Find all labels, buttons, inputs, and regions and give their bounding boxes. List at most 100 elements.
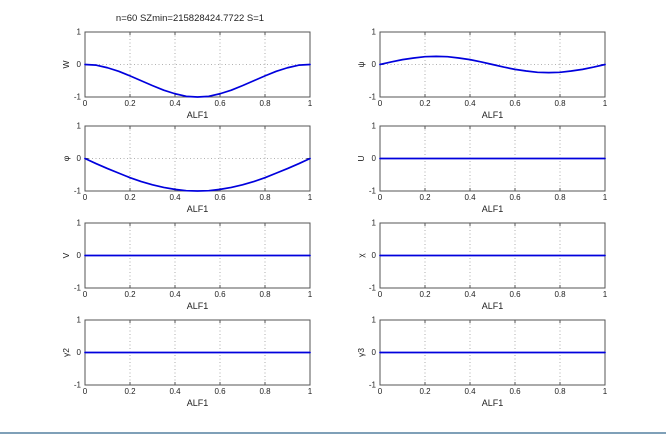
x-axis-label: ALF1 xyxy=(482,110,504,120)
x-tick-label: 0.2 xyxy=(124,387,136,396)
subplot-phi: 0 0.2 0.4 0.6 0.8 1 1 0 -1 φ ALF1 xyxy=(55,120,325,216)
subplot-u: 0 0.2 0.4 0.6 0.8 1 1 0 -1 U ALF1 xyxy=(350,120,620,216)
x-tick-label: 1 xyxy=(603,193,608,202)
y-axis-label: V xyxy=(61,252,71,258)
y-axis-label: χ xyxy=(356,253,366,258)
y-tick-label: 0 xyxy=(372,251,377,260)
data-line xyxy=(84,63,311,98)
y-tick-label: -1 xyxy=(74,284,82,293)
y-axis-label: γ2 xyxy=(61,348,71,357)
x-tick-label: 0.8 xyxy=(554,193,566,202)
x-tick-label: 0.4 xyxy=(464,193,476,202)
x-tick-label: 0.8 xyxy=(554,387,566,396)
y-tick-label: -1 xyxy=(369,284,377,293)
y-axis-label: ψ xyxy=(356,61,366,67)
x-tick-label: 0.8 xyxy=(554,99,566,108)
y-tick-label: 1 xyxy=(77,122,82,131)
x-tick-label: 0.4 xyxy=(169,290,181,299)
x-tick-label: 0.6 xyxy=(214,290,226,299)
x-tick-label: 0.8 xyxy=(259,99,271,108)
x-tick-label: 1 xyxy=(603,387,608,396)
x-axis-label: ALF1 xyxy=(482,398,504,408)
x-tick-label: 1 xyxy=(308,99,313,108)
x-tick-label: 0.8 xyxy=(259,387,271,396)
x-tick-label: 0.4 xyxy=(169,193,181,202)
x-axis-label: ALF1 xyxy=(187,301,209,311)
y-tick-label: 0 xyxy=(77,154,82,163)
x-tick-label: 0.4 xyxy=(169,99,181,108)
x-tick-label: 0 xyxy=(83,290,88,299)
x-tick-label: 0.2 xyxy=(419,290,431,299)
y-tick-label: -1 xyxy=(74,93,82,102)
x-tick-label: 0.6 xyxy=(509,290,521,299)
x-tick-label: 0.2 xyxy=(419,99,431,108)
x-tick-label: 0.6 xyxy=(214,387,226,396)
x-axis-label: ALF1 xyxy=(482,204,504,214)
y-tick-label: 0 xyxy=(77,348,82,357)
x-tick-label: 0.8 xyxy=(554,290,566,299)
y-axis-label: U xyxy=(356,155,366,161)
x-axis-label: ALF1 xyxy=(187,110,209,120)
x-tick-label: 0.6 xyxy=(509,387,521,396)
x-tick-label: 1 xyxy=(308,387,313,396)
x-tick-label: 0.2 xyxy=(124,290,136,299)
y-tick-label: 1 xyxy=(372,122,377,131)
y-tick-label: 1 xyxy=(372,316,377,325)
page-bottom-rule xyxy=(0,432,666,434)
x-tick-label: 0.4 xyxy=(464,387,476,396)
x-tick-label: 0.6 xyxy=(509,99,521,108)
x-tick-label: 0 xyxy=(378,290,383,299)
y-tick-label: 1 xyxy=(372,28,377,37)
x-tick-label: 0 xyxy=(378,193,383,202)
x-tick-label: 0.8 xyxy=(259,193,271,202)
y-tick-label: -1 xyxy=(369,187,377,196)
data-line xyxy=(84,157,311,192)
y-tick-label: 1 xyxy=(77,219,82,228)
x-tick-label: 1 xyxy=(603,290,608,299)
x-tick-label: 0.2 xyxy=(419,387,431,396)
x-tick-label: 0.4 xyxy=(169,387,181,396)
y-tick-label: -1 xyxy=(74,187,82,196)
x-tick-label: 0 xyxy=(83,387,88,396)
x-tick-label: 0.2 xyxy=(124,193,136,202)
y-tick-label: 0 xyxy=(372,154,377,163)
x-tick-label: 0 xyxy=(83,193,88,202)
y-tick-label: 0 xyxy=(372,348,377,357)
y-tick-label: -1 xyxy=(74,381,82,390)
y-tick-label: -1 xyxy=(369,93,377,102)
x-axis-label: ALF1 xyxy=(187,204,209,214)
x-tick-label: 1 xyxy=(603,99,608,108)
x-tick-label: 0 xyxy=(378,387,383,396)
subplot-v: 0 0.2 0.4 0.6 0.8 1 1 0 -1 V ALF1 xyxy=(55,217,325,313)
y-tick-label: 1 xyxy=(372,219,377,228)
y-axis-label: φ xyxy=(61,155,71,161)
x-tick-label: 0.6 xyxy=(214,193,226,202)
x-axis-label: ALF1 xyxy=(187,398,209,408)
x-tick-label: 1 xyxy=(308,193,313,202)
subplot-psi: 0 0.2 0.4 0.6 0.8 1 1 0 -1 ψ ALF1 xyxy=(350,26,620,122)
x-tick-label: 0.2 xyxy=(419,193,431,202)
y-axis-label: γ3 xyxy=(356,348,366,357)
x-tick-label: 1 xyxy=(308,290,313,299)
x-tick-label: 0.6 xyxy=(509,193,521,202)
y-tick-label: 1 xyxy=(77,28,82,37)
y-tick-label: 1 xyxy=(77,316,82,325)
x-tick-label: 0.4 xyxy=(464,290,476,299)
subplot-gamma3: 0 0.2 0.4 0.6 0.8 1 1 0 -1 γ3 ALF1 xyxy=(350,314,620,410)
y-tick-label: 0 xyxy=(77,251,82,260)
figure-title: n=60 SZmin=215828424.7722 S=1 xyxy=(115,13,265,24)
subplot-gamma2: 0 0.2 0.4 0.6 0.8 1 1 0 -1 γ2 ALF1 xyxy=(55,314,325,410)
x-tick-label: 0.4 xyxy=(464,99,476,108)
x-tick-label: 0 xyxy=(378,99,383,108)
y-axis-label: W xyxy=(61,60,71,68)
x-tick-label: 0 xyxy=(83,99,88,108)
x-tick-label: 0.6 xyxy=(214,99,226,108)
